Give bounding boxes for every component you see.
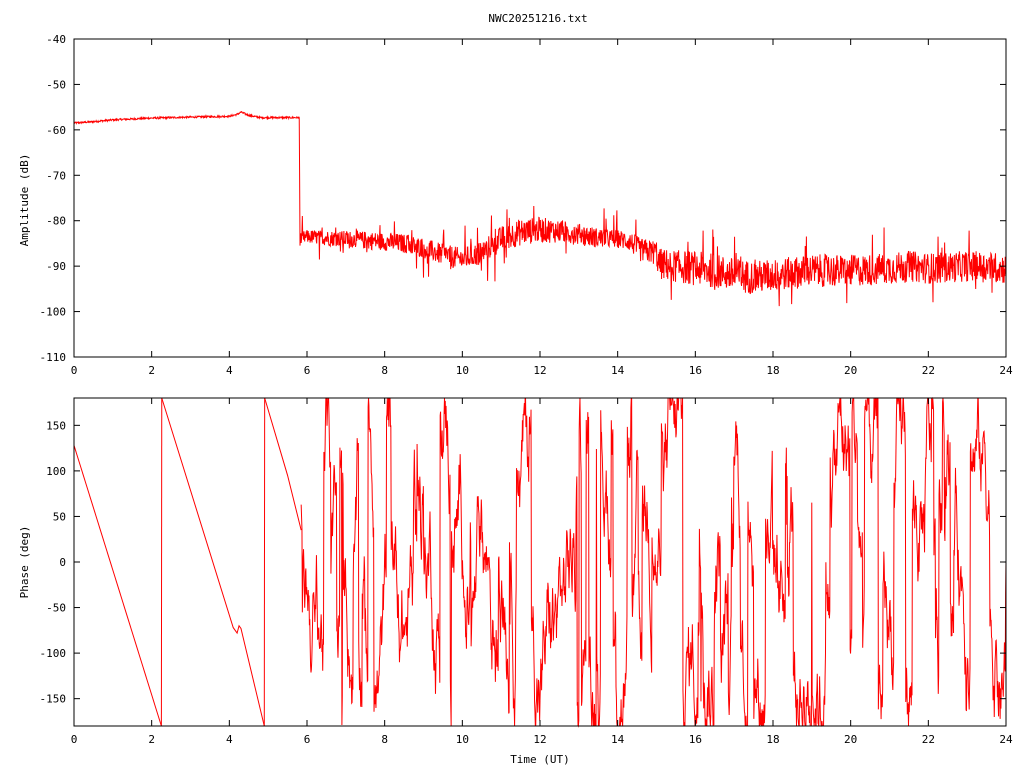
phase-xtick-label: 0	[71, 733, 78, 746]
amplitude-xtick-label: 2	[148, 364, 155, 377]
phase-ytick-label: 150	[46, 419, 66, 432]
amplitude-ytick-label: -70	[46, 169, 66, 182]
amplitude-line	[73, 111, 1007, 307]
phase-plot-frame	[73, 397, 1007, 727]
phase-line-noisy	[300, 397, 1007, 728]
amplitude-series	[73, 111, 1007, 307]
phase-xlabel: Time (UT)	[510, 753, 570, 766]
amplitude-xtick-label: 8	[381, 364, 388, 377]
amplitude-xtick-label: 6	[304, 364, 311, 377]
amplitude-ytick-label: -40	[46, 33, 66, 46]
phase-ytick-label: 100	[46, 465, 66, 478]
amplitude-ytick-label: -60	[46, 124, 66, 137]
phase-xtick-label: 2	[148, 733, 155, 746]
phase-xtick-label: 10	[456, 733, 469, 746]
phase-line-segment	[73, 445, 162, 727]
phase-ytick-label: 0	[59, 556, 66, 569]
amplitude-xtick-label: 4	[226, 364, 233, 377]
phase-xtick-label: 24	[999, 733, 1013, 746]
amplitude-ylabel: Amplitude (dB)	[18, 154, 31, 247]
phase-line-segment	[161, 397, 265, 727]
amplitude-xtick-label: 10	[456, 364, 469, 377]
amplitude-ytick-label: -100	[40, 306, 67, 319]
amplitude-ytick-label: -90	[46, 260, 66, 273]
phase-ticks: 0 2 4 6 8 10 12 14 16 18 20 22 24-150-100-5005010015…	[40, 398, 1013, 746]
chart-title: NWC20251216.txt	[488, 12, 587, 25]
phase-ytick-label: -100	[40, 647, 67, 660]
amplitude-xtick-label: 16	[689, 364, 702, 377]
phase-series	[73, 397, 1007, 728]
phase-xtick-label: 16	[689, 733, 702, 746]
phase-xtick-label: 22	[922, 733, 935, 746]
phase-xtick-label: 20	[844, 733, 857, 746]
amplitude-xtick-label: 20	[844, 364, 857, 377]
phase-xtick-label: 12	[533, 733, 546, 746]
phase-ytick-label: 50	[53, 510, 66, 523]
amplitude-ticks: 0 2 4 6 8 10 12 14 16 18 20 22 24-110-100-90-80-70-6…	[40, 33, 1013, 377]
amplitude-xtick-label: 14	[611, 364, 625, 377]
phase-line-segment	[264, 397, 302, 531]
amplitude-xtick-label: 24	[999, 364, 1013, 377]
amplitude-ytick-label: -110	[40, 351, 67, 364]
phase-xtick-label: 14	[611, 733, 625, 746]
phase-ytick-label: -50	[46, 602, 66, 615]
phase-panel: Phase (deg) 0 2 4 6 8 10 12 14 16 18 20 22 24-150-10…	[18, 397, 1013, 766]
amplitude-plot-frame	[73, 38, 1007, 358]
phase-xtick-label: 4	[226, 733, 233, 746]
amplitude-ytick-label: -50	[46, 78, 66, 91]
phase-xtick-label: 8	[381, 733, 388, 746]
phase-xtick-label: 6	[304, 733, 311, 746]
phase-ytick-label: -150	[40, 693, 67, 706]
phase-ylabel: Phase (deg)	[18, 526, 31, 599]
amplitude-xtick-label: 18	[766, 364, 779, 377]
amplitude-panel: Amplitude (dB) 0 2 4 6 8 10 12 14 16 18 20 22 24-110…	[18, 33, 1013, 377]
amplitude-ytick-label: -80	[46, 215, 66, 228]
amplitude-xtick-label: 12	[533, 364, 546, 377]
amplitude-xtick-label: 0	[71, 364, 78, 377]
amplitude-xtick-label: 22	[922, 364, 935, 377]
phase-xtick-label: 18	[766, 733, 779, 746]
